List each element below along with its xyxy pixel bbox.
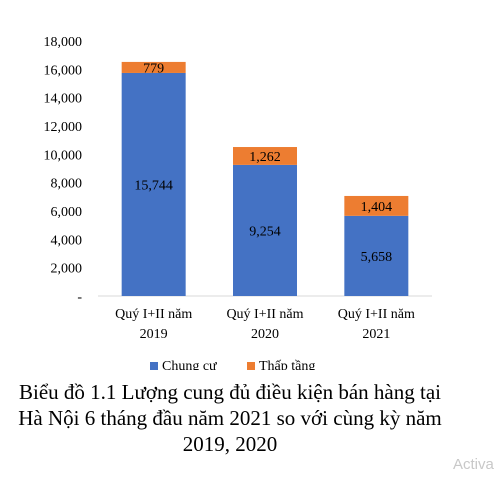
y-tick-label: 10,000 xyxy=(44,148,83,163)
data-label: 9,254 xyxy=(249,224,281,239)
y-tick-label: 4,000 xyxy=(51,233,83,248)
y-tick-label: 6,000 xyxy=(51,205,83,220)
bar-thap-tang xyxy=(344,195,409,216)
legend-label: Thấp tầng xyxy=(259,359,315,370)
data-label: 779 xyxy=(143,61,164,76)
bar-thap-tang xyxy=(233,147,297,165)
legend-swatch xyxy=(150,362,158,370)
data-label: 15,744 xyxy=(134,178,173,193)
x-tick-label: 2021 xyxy=(362,327,390,342)
x-tick-label: 2019 xyxy=(140,327,168,342)
x-tick-label: Quý I+II năm xyxy=(115,307,192,322)
x-tick-label: Quý I+II năm xyxy=(338,307,415,322)
y-tick-label: 14,000 xyxy=(44,92,83,107)
data-label: 5,658 xyxy=(361,250,393,265)
caption-line-1: Biểu đồ 1.1 Lượng cung đủ điều kiện bán … xyxy=(19,380,441,404)
legend-label: Chung cư xyxy=(162,359,217,370)
figure-caption: Biểu đồ 1.1 Lượng cung đủ điều kiện bán … xyxy=(0,379,460,457)
bar-thap-tang xyxy=(121,61,186,73)
bar-chung-cu xyxy=(344,215,409,296)
bar-chung-cu xyxy=(121,72,186,297)
y-tick-label: 16,000 xyxy=(44,63,83,78)
legend-swatch xyxy=(247,362,255,370)
data-label: 1,262 xyxy=(249,150,281,165)
caption-line-3: 2019, 2020 xyxy=(182,432,278,456)
bar-chung-cu xyxy=(233,164,297,296)
data-label: 1,404 xyxy=(361,200,393,215)
y-tick-label: 18,000 xyxy=(44,35,83,50)
y-tick-label: - xyxy=(77,290,82,305)
x-tick-label: 2020 xyxy=(251,327,279,342)
y-tick-label: 8,000 xyxy=(51,177,83,192)
y-tick-label: 12,000 xyxy=(44,120,83,135)
caption-line-2: Hà Nội 6 tháng đầu năm 2021 so với cùng … xyxy=(18,406,442,430)
x-tick-label: Quý I+II năm xyxy=(226,307,303,322)
y-tick-label: 2,000 xyxy=(51,262,83,277)
stacked-bar-chart: - 2,000 4,000 6,000 8,000 10,000 12,000 14,000 1… xyxy=(44,35,432,370)
activation-watermark: Activa xyxy=(453,456,494,473)
